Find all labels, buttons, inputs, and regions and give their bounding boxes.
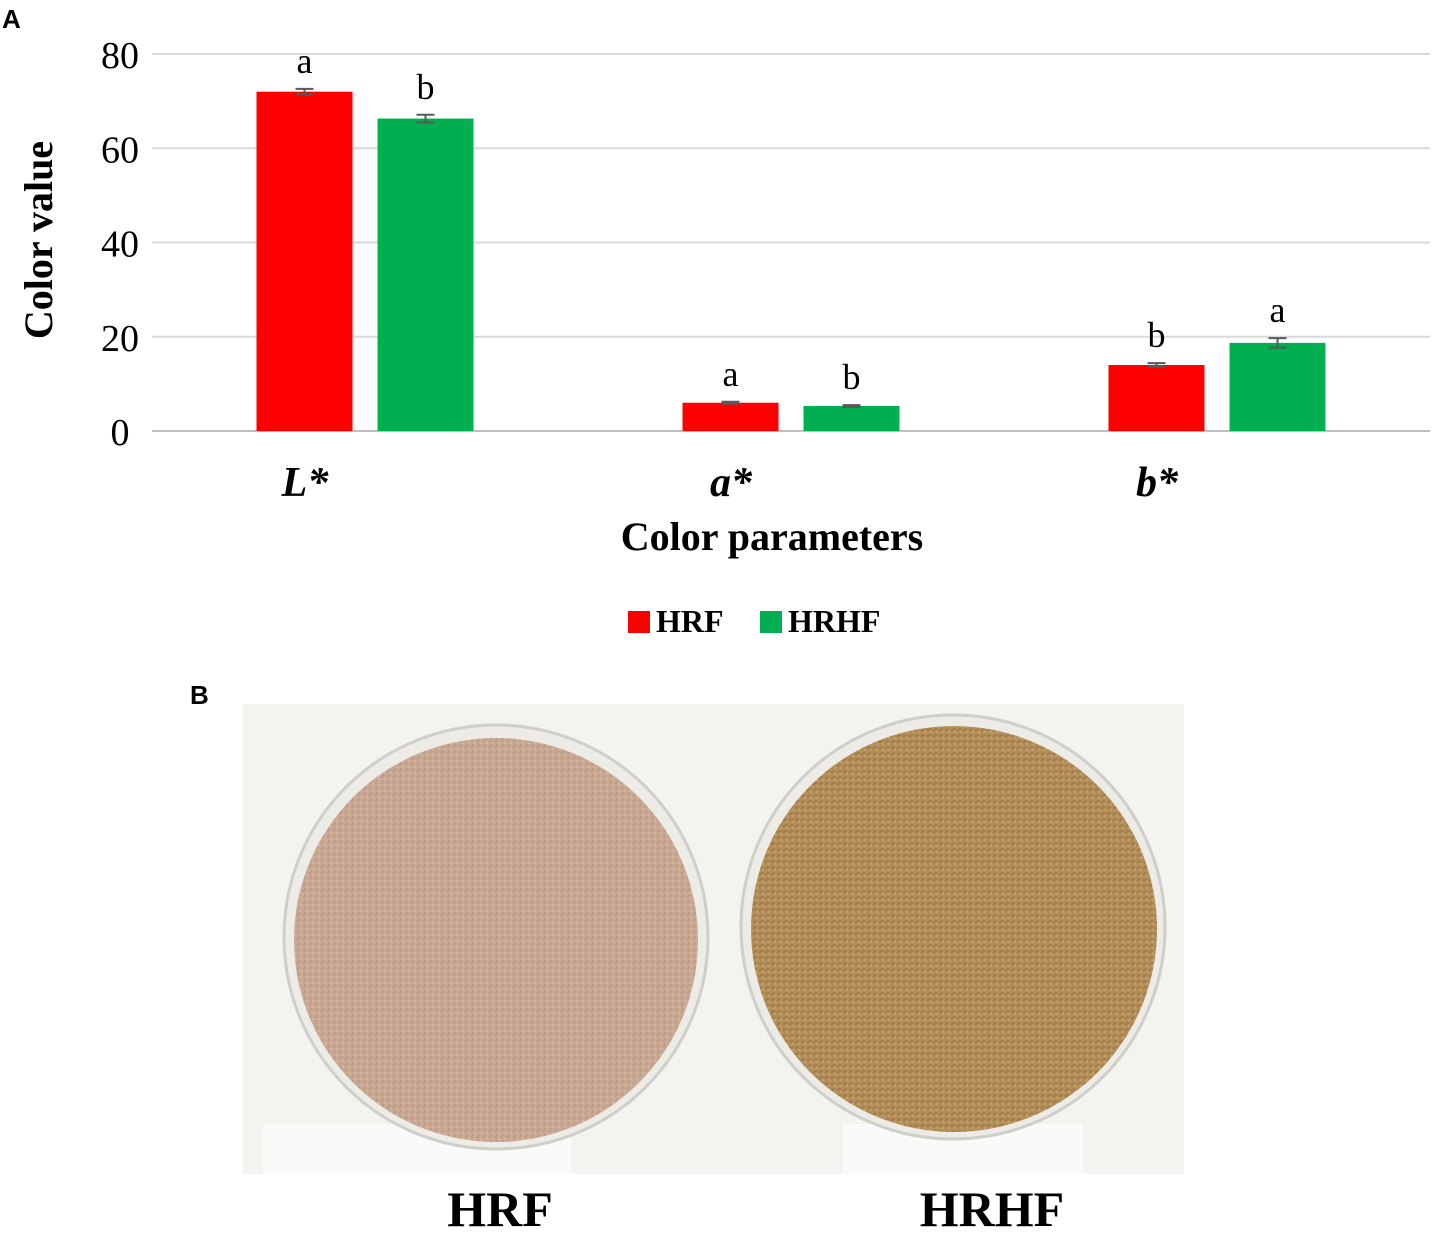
significance-letter: b — [1148, 315, 1166, 355]
photo-svg — [263, 713, 1167, 1174]
legend-swatch-hrhf — [760, 611, 782, 633]
x-tick-label: L* — [281, 460, 330, 506]
significance-letter: b — [417, 67, 435, 107]
significance-letter: a — [1270, 290, 1286, 330]
photo-caption-hrhf: HRHF — [919, 1181, 1065, 1237]
x-tick-label: b* — [1136, 460, 1179, 506]
bars: a b a b b a — [256, 41, 1326, 431]
x-tick-labels: L* a* b* — [281, 460, 1179, 506]
significance-letter: b — [843, 357, 861, 397]
dish-hrhf — [739, 713, 1167, 1141]
legend: HRF HRHF — [628, 603, 880, 639]
panel-label-a: A — [2, 4, 21, 34]
bar-hrhf-0 — [377, 118, 474, 431]
bar-hrhf-2 — [1229, 342, 1326, 431]
y-axis-label: Color value — [16, 141, 61, 339]
bar-hrhf-1 — [803, 406, 900, 431]
x-tick-label: a* — [710, 460, 753, 506]
x-axis-label: Color parameters — [621, 514, 924, 559]
significance-letter: a — [297, 41, 313, 81]
y-tick-label: 20 — [101, 318, 139, 360]
photo-caption-hrf: HRF — [447, 1181, 553, 1237]
y-tick-label: 0 — [111, 412, 130, 454]
bar-hrf-1 — [682, 402, 779, 431]
grid-lines — [152, 53, 1430, 432]
bar-chart: 0 20 40 60 80 a b a b b a L* a* b* Color value Colo… — [16, 35, 1430, 639]
legend-swatch-hrf — [628, 611, 650, 633]
petri-dish-photo — [243, 704, 1184, 1174]
y-tick-label: 40 — [101, 224, 139, 266]
bar-hrf-2 — [1108, 365, 1205, 431]
bar-hrf-0 — [256, 91, 353, 431]
significance-letter: a — [723, 354, 739, 394]
y-tick-labels: 0 20 40 60 80 — [101, 35, 139, 454]
y-tick-label: 60 — [101, 129, 139, 171]
y-tick-label: 80 — [101, 35, 139, 77]
dish-hrf — [282, 723, 710, 1151]
legend-label-hrf: HRF — [656, 603, 724, 639]
panel-label-b: B — [190, 680, 209, 710]
legend-label-hrhf: HRHF — [788, 603, 880, 639]
